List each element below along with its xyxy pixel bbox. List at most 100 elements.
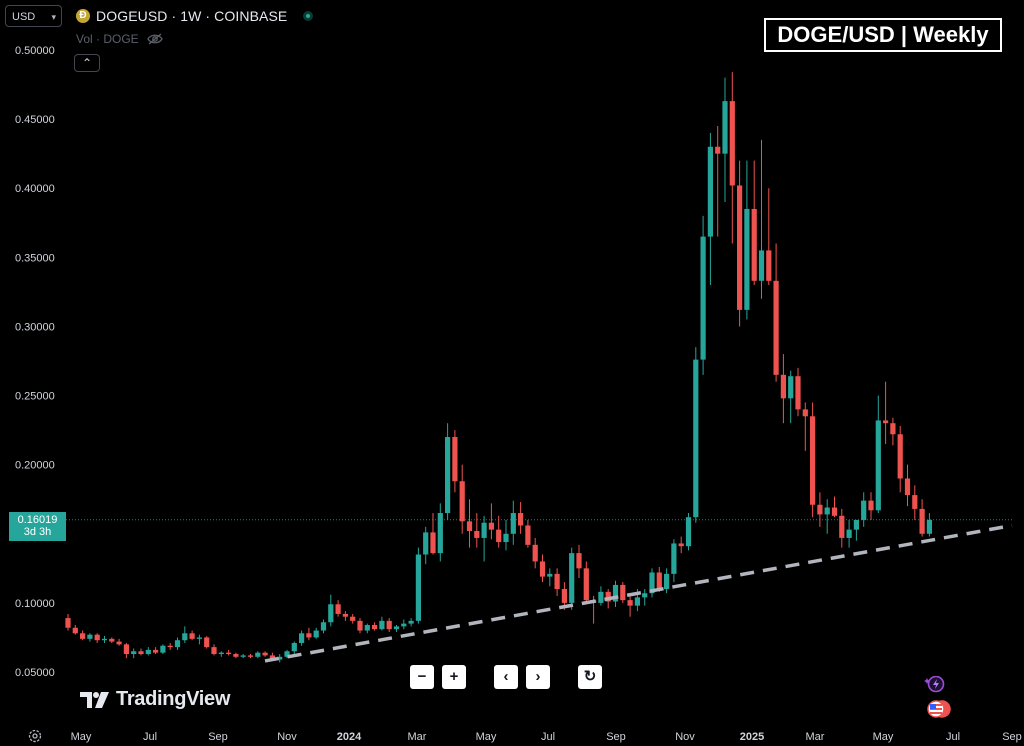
collapse-legend-button[interactable]: ⌃ (74, 54, 100, 72)
candle (138, 648, 144, 656)
bar-countdown: 3d 3h (23, 526, 52, 538)
candle (474, 513, 480, 548)
candle-body (101, 638, 108, 641)
candle-body (810, 416, 816, 505)
candle (240, 654, 246, 659)
x-tick-label: Mar (806, 731, 825, 743)
candle-body (109, 638, 115, 642)
candle (408, 618, 414, 627)
tradingview-logo[interactable]: TradingView (80, 688, 230, 711)
trendline-layer (264, 523, 1013, 663)
candle (773, 243, 779, 382)
candle-body (182, 633, 188, 641)
currency-label: USD (12, 11, 36, 23)
candles (65, 72, 932, 663)
candle-body (525, 525, 531, 545)
lightning-alert-icon[interactable] (924, 676, 945, 693)
candle-body (737, 185, 743, 310)
candle-body (240, 655, 246, 657)
candle (875, 395, 881, 514)
candle-body (620, 584, 626, 601)
chart-title-overlay: DOGE/USD | Weekly (764, 18, 1002, 52)
y-tick-label: 0.40000 (15, 183, 55, 195)
candle-body (211, 647, 217, 655)
candle (612, 580, 619, 608)
candle (846, 519, 852, 548)
candle-body (167, 645, 173, 648)
candle (204, 636, 210, 649)
candle (737, 160, 743, 327)
eye-hidden-icon[interactable] (146, 33, 163, 45)
candle (277, 654, 283, 663)
x-tick-label: Jul (541, 731, 555, 743)
chart-controls: − + ‹ › ↻ (410, 665, 602, 689)
candle-body (919, 508, 925, 534)
candle-body (466, 521, 473, 532)
candle (386, 618, 392, 632)
candle-body (853, 519, 859, 530)
candle-body (729, 101, 735, 186)
candle (247, 654, 254, 659)
candle-body (831, 507, 838, 516)
candle-body (284, 651, 290, 657)
scroll-left-button[interactable]: ‹ (494, 665, 518, 689)
us-flag-icon[interactable] (927, 700, 951, 718)
candle (518, 501, 524, 534)
candle (466, 499, 473, 548)
candle-body (685, 517, 692, 547)
candle-body (174, 640, 181, 648)
x-tick-label: Nov (277, 731, 297, 743)
candle-body (342, 613, 348, 617)
reset-chart-button[interactable]: ↻ (578, 665, 602, 689)
candle-body (401, 623, 407, 627)
candle (233, 652, 239, 659)
zoom-in-button[interactable]: + (442, 665, 466, 689)
candle (415, 547, 421, 624)
candle-body (715, 146, 721, 154)
candle (554, 568, 560, 596)
candle (744, 160, 750, 320)
candle-body (445, 437, 451, 514)
currency-select[interactable]: USD ▾ (5, 5, 62, 27)
x-tick-label: Sep (208, 731, 228, 743)
candle (174, 637, 181, 650)
candle-body (393, 626, 400, 630)
candle-body (496, 529, 502, 543)
candle (196, 634, 202, 645)
candle (364, 623, 370, 634)
candle (539, 554, 546, 583)
candle-body (204, 637, 210, 648)
candle (116, 638, 122, 646)
candle-body (605, 591, 611, 602)
candle-body (306, 633, 312, 638)
candle-body (904, 478, 911, 496)
symbol-header[interactable]: Ð DOGEUSD · 1W · COINBASE (76, 6, 314, 26)
gear-icon[interactable] (28, 729, 42, 743)
candle (393, 625, 400, 632)
candle (751, 160, 757, 285)
y-tick-label: 0.50000 (15, 45, 55, 57)
candle (87, 633, 93, 642)
candle (547, 568, 553, 587)
candle (853, 519, 859, 541)
candle-body (72, 627, 78, 634)
candle (758, 139, 765, 299)
candle-body (218, 652, 224, 655)
candle-body (87, 634, 93, 639)
candle (722, 77, 728, 203)
candle (342, 611, 348, 621)
zoom-out-button[interactable]: − (410, 665, 434, 689)
candle (766, 188, 772, 285)
candle (131, 648, 137, 659)
candle-body (226, 652, 232, 655)
scroll-right-button[interactable]: › (526, 665, 550, 689)
market-open-icon (303, 11, 314, 21)
candle (919, 499, 925, 537)
x-axis: May Jul Sep Nov 2024 Mar May Jul Sep Nov 2025 Mar Ma… (71, 731, 1022, 743)
candle (80, 630, 86, 641)
candle (802, 402, 808, 451)
y-tick-label: 0.05000 (15, 667, 55, 679)
candle (598, 586, 604, 606)
candle-body (817, 504, 823, 515)
